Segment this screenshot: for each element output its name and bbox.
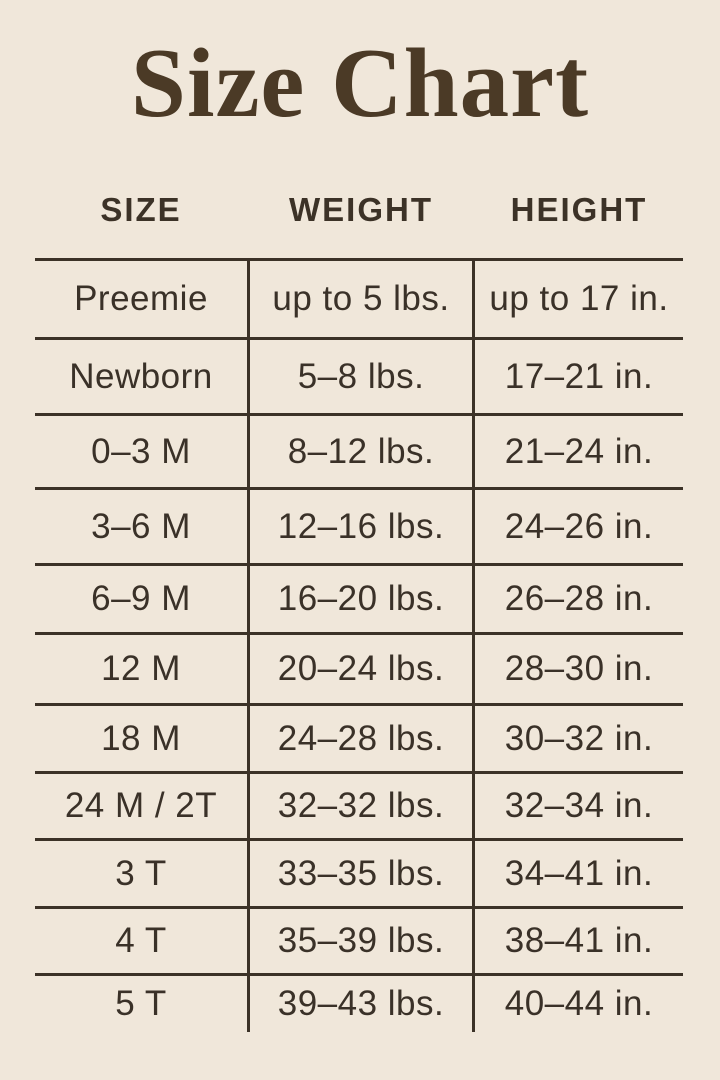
table-cell-height: 32–34 in.	[475, 771, 683, 838]
table-cell-weight: 5–8 lbs.	[247, 337, 475, 413]
table-cell-height: 38–41 in.	[475, 906, 683, 973]
table-cell-weight: 35–39 lbs.	[247, 906, 475, 973]
page-title: Size Chart	[130, 29, 590, 138]
table-cell-height: 17–21 in.	[475, 337, 683, 413]
table-cell-size: Newborn	[35, 337, 247, 413]
table-cell-size: 12 M	[35, 632, 247, 703]
table-cell-weight: 32–32 lbs.	[247, 771, 475, 838]
table-cell-weight: 33–35 lbs.	[247, 838, 475, 906]
table-cell-size: 0–3 M	[35, 413, 247, 487]
table-cell-size: 18 M	[35, 703, 247, 771]
table-cell-size: 3–6 M	[35, 487, 247, 563]
table-cell-size: Preemie	[35, 258, 247, 337]
table-cell-weight: 12–16 lbs.	[247, 487, 475, 563]
table-cell-height: 24–26 in.	[475, 487, 683, 563]
table-cell-height: 30–32 in.	[475, 703, 683, 771]
table-cell-size: 3 T	[35, 838, 247, 906]
table-cell-height: 28–30 in.	[475, 632, 683, 703]
table-cell-height: 26–28 in.	[475, 563, 683, 632]
table-cell-size: 5 T	[35, 973, 247, 1032]
table-cell-height: 34–41 in.	[475, 838, 683, 906]
table-cell-weight: up to 5 lbs.	[247, 258, 475, 337]
table-cell-size: 24 M / 2T	[35, 771, 247, 838]
table-cell-weight: 16–20 lbs.	[247, 563, 475, 632]
table-cell-weight: 8–12 lbs.	[247, 413, 475, 487]
table-cell-weight: 24–28 lbs.	[247, 703, 475, 771]
table-cell-weight: 20–24 lbs.	[247, 632, 475, 703]
table-cell-size: 6–9 M	[35, 563, 247, 632]
table-cell-height: up to 17 in.	[475, 258, 683, 337]
table-header-weight: WEIGHT	[289, 191, 433, 228]
table-cell-weight: 39–43 lbs.	[247, 973, 475, 1032]
table-cell-height: 21–24 in.	[475, 413, 683, 487]
size-table: Preemie up to 5 lbs. up to 17 in. Newborn 5–…	[35, 258, 683, 1032]
table-cell-height: 40–44 in.	[475, 973, 683, 1032]
table-header-row: SIZE WEIGHT HEIGHT	[35, 191, 683, 229]
table-cell-size: 4 T	[35, 906, 247, 973]
table-header-size: SIZE	[100, 191, 182, 228]
table-header-height: HEIGHT	[510, 191, 648, 228]
